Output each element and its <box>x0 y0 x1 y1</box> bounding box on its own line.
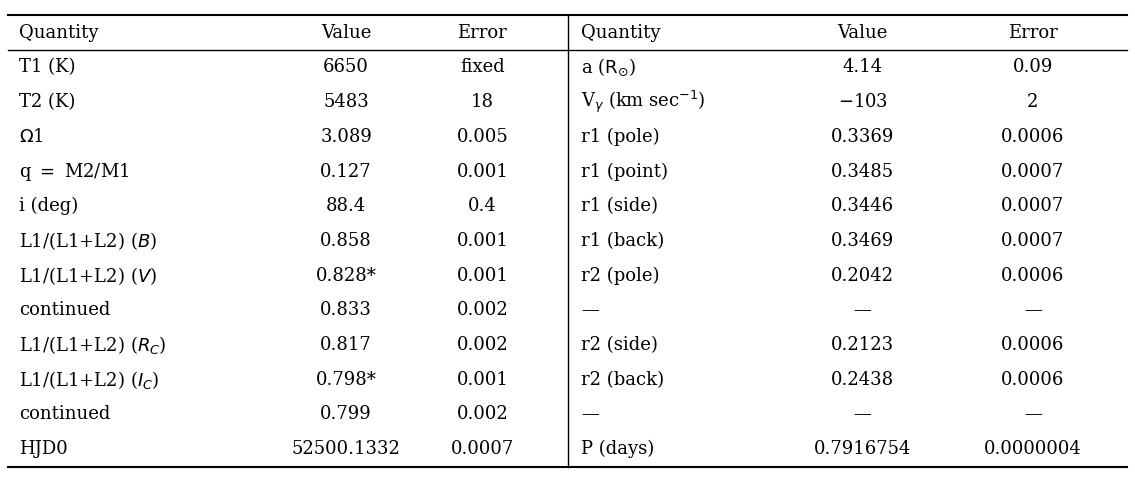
Text: Quantity: Quantity <box>19 24 99 42</box>
Text: 18: 18 <box>471 93 494 111</box>
Text: 0.127: 0.127 <box>320 163 372 180</box>
Text: $\Omega$1: $\Omega$1 <box>19 128 44 146</box>
Text: r2 (back): r2 (back) <box>581 371 664 389</box>
Text: r1 (point): r1 (point) <box>581 162 669 180</box>
Text: 0.2042: 0.2042 <box>831 267 894 285</box>
Text: —: — <box>1024 301 1042 319</box>
Text: 0.858: 0.858 <box>320 232 372 250</box>
Text: 3.089: 3.089 <box>320 128 372 146</box>
Text: P (days): P (days) <box>581 440 655 458</box>
Text: 0.828*: 0.828* <box>316 267 377 285</box>
Text: 6650: 6650 <box>323 59 369 76</box>
Text: 0.001: 0.001 <box>456 163 508 180</box>
Text: a ($\mathrm{R_{\odot}}$): a ($\mathrm{R_{\odot}}$) <box>581 57 636 78</box>
Text: 0.2123: 0.2123 <box>831 336 894 354</box>
Text: q $=$ M2/M1: q $=$ M2/M1 <box>19 160 129 182</box>
Text: 0.0006: 0.0006 <box>1001 128 1065 146</box>
Text: r2 (pole): r2 (pole) <box>581 266 659 285</box>
Text: 0.798*: 0.798* <box>316 371 377 389</box>
Text: V$_{\gamma}$ (km sec$^{-1}$): V$_{\gamma}$ (km sec$^{-1}$) <box>581 89 706 115</box>
Text: 0.817: 0.817 <box>320 336 372 354</box>
Text: 0.0000004: 0.0000004 <box>984 440 1082 458</box>
Text: HJD0: HJD0 <box>19 440 68 458</box>
Text: fixed: fixed <box>460 59 505 76</box>
Text: Value: Value <box>838 24 888 42</box>
Text: 0.0007: 0.0007 <box>1001 232 1065 250</box>
Text: Error: Error <box>1008 24 1058 42</box>
Text: L1/(L1+L2) ($I_C$): L1/(L1+L2) ($I_C$) <box>19 369 160 391</box>
Text: —: — <box>581 406 599 423</box>
Text: L1/(L1+L2) ($R_C$): L1/(L1+L2) ($R_C$) <box>19 334 167 356</box>
Text: 0.001: 0.001 <box>456 232 508 250</box>
Text: 0.833: 0.833 <box>320 301 372 319</box>
Text: i (deg): i (deg) <box>19 197 78 216</box>
Text: 0.002: 0.002 <box>456 336 508 354</box>
Text: 0.0006: 0.0006 <box>1001 267 1065 285</box>
Text: 2: 2 <box>1027 93 1039 111</box>
Text: $-$103: $-$103 <box>838 93 888 111</box>
Text: r2 (side): r2 (side) <box>581 336 658 354</box>
Text: 0.3369: 0.3369 <box>831 128 894 146</box>
Text: L1/(L1+L2) ($V$): L1/(L1+L2) ($V$) <box>19 265 158 287</box>
Text: L1/(L1+L2) ($B$): L1/(L1+L2) ($B$) <box>19 230 158 252</box>
Text: 4.14: 4.14 <box>842 59 883 76</box>
Text: —: — <box>854 406 872 423</box>
Text: Quantity: Quantity <box>581 24 661 42</box>
Text: r1 (back): r1 (back) <box>581 232 664 250</box>
Text: 0.3485: 0.3485 <box>831 163 894 180</box>
Text: 0.799: 0.799 <box>320 406 372 423</box>
Text: 0.3469: 0.3469 <box>831 232 894 250</box>
Text: 0.0006: 0.0006 <box>1001 336 1065 354</box>
Text: 88.4: 88.4 <box>326 197 367 215</box>
Text: Value: Value <box>321 24 371 42</box>
Text: —: — <box>854 301 872 319</box>
Text: 0.3446: 0.3446 <box>831 197 894 215</box>
Text: 0.0007: 0.0007 <box>451 440 514 458</box>
Text: T2 (K): T2 (K) <box>19 93 76 111</box>
Text: 0.7916754: 0.7916754 <box>814 440 911 458</box>
Text: T1 (K): T1 (K) <box>19 59 76 76</box>
Text: 0.005: 0.005 <box>456 128 508 146</box>
Text: 0.002: 0.002 <box>456 406 508 423</box>
Text: —: — <box>581 301 599 319</box>
Text: r1 (pole): r1 (pole) <box>581 128 659 146</box>
Text: 5483: 5483 <box>323 93 369 111</box>
Text: —: — <box>1024 406 1042 423</box>
Text: r1 (side): r1 (side) <box>581 197 658 215</box>
Text: 0.002: 0.002 <box>456 301 508 319</box>
Text: continued: continued <box>19 301 111 319</box>
Text: 0.001: 0.001 <box>456 267 508 285</box>
Text: 0.4: 0.4 <box>468 197 497 215</box>
Text: 0.09: 0.09 <box>1012 59 1053 76</box>
Text: 52500.1332: 52500.1332 <box>292 440 401 458</box>
Text: 0.0007: 0.0007 <box>1001 163 1065 180</box>
Text: 0.0007: 0.0007 <box>1001 197 1065 215</box>
Text: Error: Error <box>457 24 507 42</box>
Text: 0.2438: 0.2438 <box>831 371 894 389</box>
Text: 0.0006: 0.0006 <box>1001 371 1065 389</box>
Text: 0.001: 0.001 <box>456 371 508 389</box>
Text: continued: continued <box>19 406 111 423</box>
